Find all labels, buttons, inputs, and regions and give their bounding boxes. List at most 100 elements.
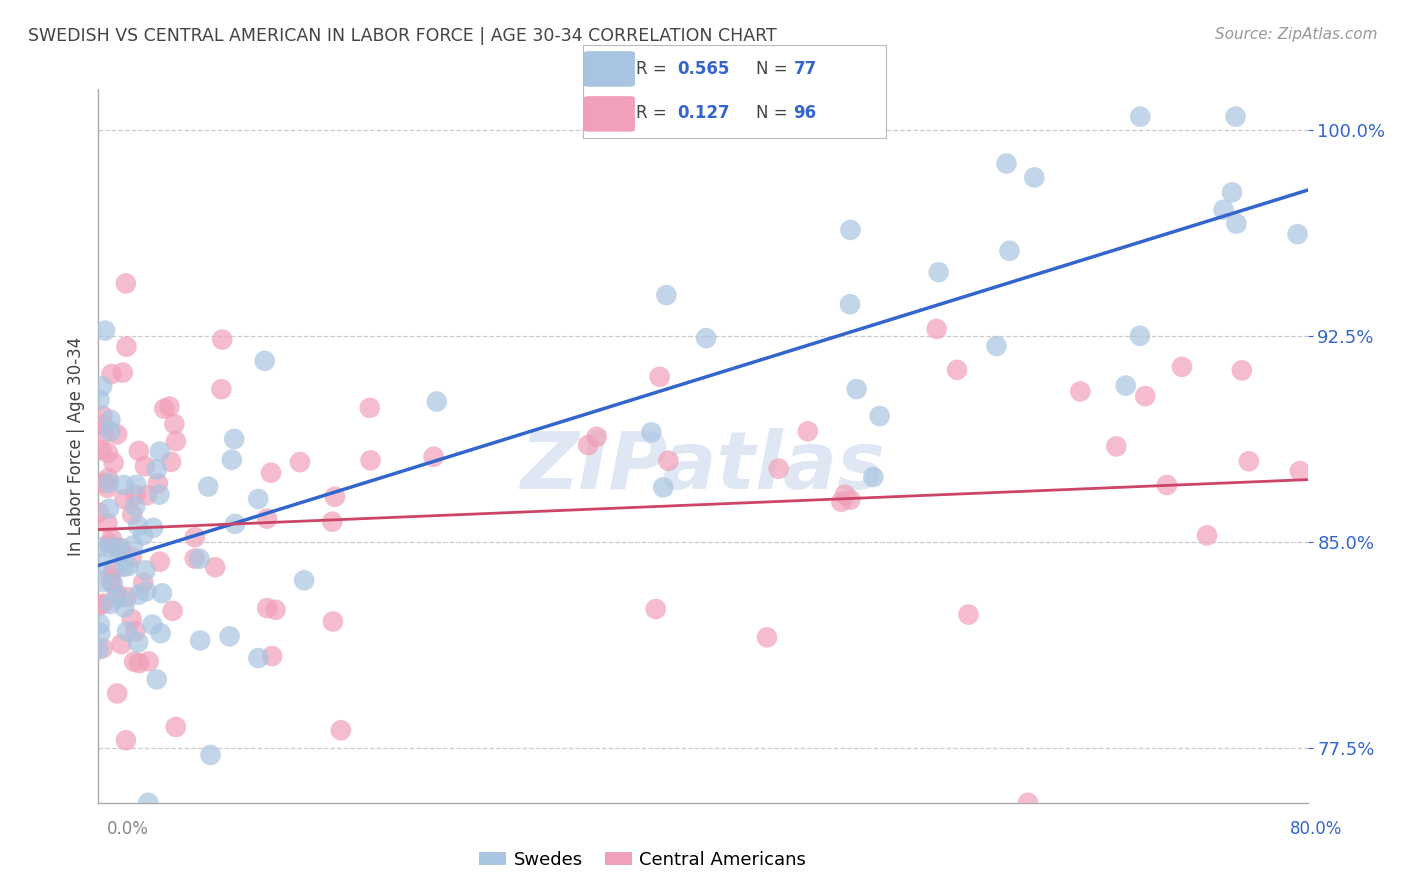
Point — [115, 340, 138, 354]
Point — [928, 265, 950, 279]
Point — [98, 537, 121, 551]
Point — [105, 427, 128, 442]
Point — [1135, 389, 1157, 403]
Point — [1220, 186, 1243, 200]
Point — [128, 588, 150, 602]
Point — [110, 541, 132, 556]
Point — [117, 558, 139, 573]
Point — [256, 511, 278, 525]
Point — [188, 633, 211, 648]
Point — [89, 626, 111, 640]
Point — [127, 518, 149, 533]
Point — [184, 530, 207, 544]
Point — [1024, 170, 1046, 185]
Point — [136, 796, 159, 810]
Point — [122, 655, 145, 669]
Point — [94, 324, 117, 338]
Point — [91, 379, 114, 393]
Point — [200, 747, 222, 762]
Point — [101, 577, 124, 591]
Text: SWEDISH VS CENTRAL AMERICAN IN LABOR FORCE | AGE 30-34 CORRELATION CHART: SWEDISH VS CENTRAL AMERICAN IN LABOR FOR… — [28, 27, 778, 45]
Point — [159, 400, 181, 414]
Point — [149, 626, 172, 640]
Point — [89, 392, 111, 407]
Point — [146, 476, 169, 491]
Point — [100, 569, 122, 583]
Point — [165, 720, 187, 734]
Point — [1115, 378, 1137, 392]
Text: Source: ZipAtlas.com: Source: ZipAtlas.com — [1215, 27, 1378, 42]
Point — [925, 322, 948, 336]
Point — [148, 488, 170, 502]
Point — [100, 531, 122, 545]
Point — [128, 444, 150, 458]
Point — [288, 455, 311, 469]
Point — [1017, 796, 1039, 810]
Text: 80.0%: 80.0% — [1291, 820, 1343, 838]
Point — [103, 563, 125, 577]
Point — [135, 488, 157, 502]
Point — [108, 591, 131, 605]
Point — [100, 367, 122, 381]
Point — [422, 450, 444, 464]
Point — [122, 538, 145, 552]
Point — [98, 501, 121, 516]
Point — [768, 461, 790, 475]
Point — [121, 508, 143, 522]
FancyBboxPatch shape — [583, 96, 636, 132]
Point — [583, 823, 606, 838]
Point — [100, 541, 122, 555]
Point — [97, 471, 120, 485]
Point — [1212, 202, 1234, 217]
Text: N =: N = — [756, 104, 793, 122]
Point — [124, 488, 146, 502]
Point — [1069, 384, 1091, 399]
Point — [204, 560, 226, 574]
Point — [957, 607, 980, 622]
Point — [695, 331, 717, 345]
Point — [165, 434, 187, 449]
Point — [153, 401, 176, 416]
Point — [112, 559, 135, 574]
Point — [197, 480, 219, 494]
Point — [247, 491, 270, 506]
Point — [359, 401, 381, 415]
Point — [209, 382, 232, 396]
Point — [1129, 328, 1152, 343]
Point — [115, 277, 138, 291]
Point — [576, 438, 599, 452]
Point — [90, 557, 112, 571]
Point — [655, 288, 678, 302]
Point — [111, 366, 134, 380]
Point — [839, 492, 862, 507]
Point — [221, 452, 243, 467]
Point — [1225, 110, 1247, 124]
Point — [1225, 217, 1247, 231]
Point — [1105, 439, 1128, 453]
Text: 0.127: 0.127 — [678, 104, 730, 122]
Point — [262, 649, 284, 664]
Point — [188, 551, 211, 566]
Point — [121, 550, 143, 565]
Point — [253, 354, 276, 368]
Point — [142, 521, 165, 535]
Point — [96, 516, 118, 530]
Point — [107, 548, 129, 562]
Point — [91, 417, 114, 432]
Point — [657, 454, 679, 468]
Point — [128, 656, 150, 670]
Point — [224, 432, 246, 446]
Point — [1237, 454, 1260, 468]
Point — [163, 417, 186, 431]
Point — [135, 563, 157, 577]
Point — [100, 413, 122, 427]
Point — [96, 481, 118, 495]
Point — [93, 597, 115, 611]
Text: 96: 96 — [793, 104, 817, 122]
Point — [100, 424, 122, 438]
Point — [114, 491, 136, 506]
Point — [91, 574, 114, 589]
Point — [644, 602, 666, 616]
Point — [103, 456, 125, 470]
Point — [149, 555, 172, 569]
